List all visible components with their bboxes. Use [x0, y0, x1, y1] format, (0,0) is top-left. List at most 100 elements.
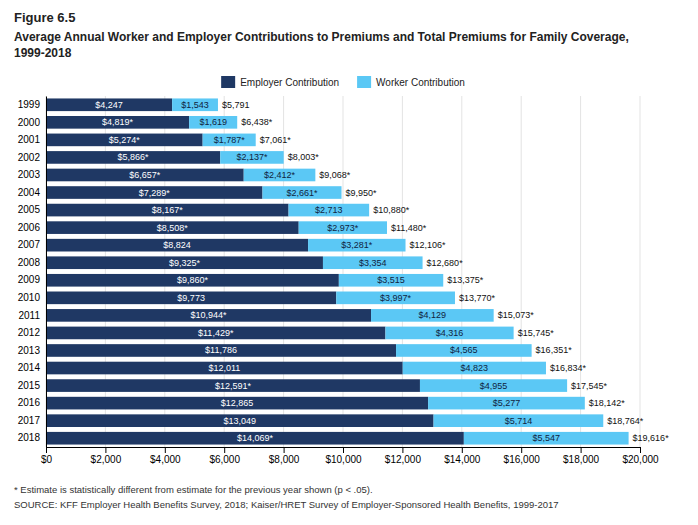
y-tick-label: 2013 [18, 345, 41, 356]
y-tick: 2012 [18, 327, 46, 338]
y-tick-label: 2002 [18, 152, 41, 163]
bar [46, 379, 420, 392]
bar [299, 221, 387, 234]
total-label: $13,375* [447, 275, 484, 285]
data-label: $3,354 [359, 258, 387, 268]
bar [46, 309, 371, 322]
y-tick-label: 2015 [18, 380, 41, 391]
x-tick-mark [521, 447, 522, 453]
data-label: $8,167* [152, 205, 184, 215]
bar [46, 362, 403, 375]
total-label: $15,745* [518, 328, 555, 338]
total-label: $7,061* [260, 135, 292, 145]
y-tick-label: 2018 [18, 432, 41, 443]
x-tick-mark [343, 447, 344, 453]
data-label: $3,515 [377, 275, 405, 285]
x-axis: $0$2,000$4,000$6,000$8,000$10,000$12,000… [41, 447, 659, 465]
grid-line [164, 96, 165, 447]
subtitle-line: 1999-2018 [14, 46, 72, 60]
bar [46, 239, 308, 252]
y-tick-label: 1999 [18, 99, 41, 110]
data-label: $4,316 [436, 328, 464, 338]
bar [46, 432, 464, 445]
bar [46, 344, 396, 357]
legend-label: Worker Contribution [376, 77, 465, 88]
data-label: $5,714 [505, 416, 533, 426]
total-label: $9,068* [319, 170, 351, 180]
x-tick-mark [284, 447, 285, 453]
bar [46, 274, 339, 287]
y-tick: 2016 [18, 397, 46, 408]
data-label: $9,860* [177, 275, 209, 285]
x-tick-mark [581, 447, 582, 453]
data-label: $13,049 [224, 416, 257, 426]
data-label: $11,429* [198, 328, 234, 338]
grid-line [402, 96, 403, 447]
bar [46, 134, 203, 147]
total-label: $9,950* [346, 188, 378, 198]
x-tick: $14,000 [444, 447, 481, 465]
grid-line [283, 96, 284, 447]
y-tick-label: 2000 [18, 117, 41, 128]
total-label: $19,616* [633, 433, 670, 443]
x-tick: $16,000 [504, 447, 541, 465]
y-tick: 2010 [18, 292, 46, 303]
y-tick: 2015 [18, 380, 46, 391]
total-label: $13,770* [459, 293, 496, 303]
y-tick: 2006 [18, 222, 46, 233]
x-tick: $18,000 [563, 447, 600, 465]
data-label: $1,619 [199, 117, 227, 127]
total-label: $10,880* [373, 205, 410, 215]
series [46, 98, 464, 444]
x-tick-mark [402, 447, 403, 453]
bar [385, 327, 513, 340]
data-label: $3,281* [341, 240, 373, 250]
bar [428, 397, 585, 410]
data-label: $3,997* [380, 293, 412, 303]
data-label: $12,865 [221, 398, 254, 408]
legend-swatch [221, 76, 235, 88]
grid-line [640, 96, 641, 447]
bar [46, 204, 289, 217]
total-label: $18,764* [607, 416, 644, 426]
y-tick-label: 2010 [18, 292, 41, 303]
x-tick-label: $12,000 [385, 454, 422, 465]
bar [244, 169, 316, 182]
data-label: $9,325* [169, 258, 201, 268]
bar [289, 204, 370, 217]
x-tick-label: $4,000 [150, 454, 181, 465]
total-label: $12,680* [427, 258, 464, 268]
y-tick-label: 2006 [18, 222, 41, 233]
data-labels: $4,247$4,819*$5,274*$5,866*$6,657*$7,289… [95, 100, 669, 443]
grid-line [521, 96, 522, 447]
grid-line [46, 96, 47, 447]
y-tick-label: 2001 [18, 134, 41, 145]
bar [371, 309, 494, 322]
bar [46, 414, 434, 427]
y-tick-label: 2012 [18, 327, 41, 338]
data-label: $6,657* [129, 170, 161, 180]
x-tick-label: $18,000 [563, 454, 600, 465]
y-tick-label: 2011 [18, 310, 40, 321]
subtitle-line: Average Annual Worker and Employer Contr… [14, 30, 629, 44]
y-tick: 2002 [18, 152, 46, 163]
bar [262, 186, 341, 199]
grid-line [105, 96, 106, 447]
y-tick-label: 2004 [18, 187, 41, 198]
y-tick: 2000 [18, 117, 46, 128]
total-label: $6,438* [241, 117, 273, 127]
footnote: * Estimate is statistically different fr… [14, 484, 373, 495]
data-label: $8,824 [163, 240, 191, 250]
x-tick-mark [165, 447, 166, 453]
total-label: $17,545* [571, 381, 608, 391]
data-label: $7,289* [139, 188, 171, 198]
bar [46, 221, 299, 234]
grid-line [224, 96, 225, 447]
data-label: $4,955 [480, 381, 508, 391]
y-tick: 2011 [18, 310, 46, 321]
total-label: $5,791 [222, 100, 250, 110]
data-label: $4,247 [95, 100, 123, 110]
data-label: $5,277 [493, 398, 521, 408]
y-tick-label: 2003 [18, 169, 41, 180]
bars [46, 98, 629, 444]
